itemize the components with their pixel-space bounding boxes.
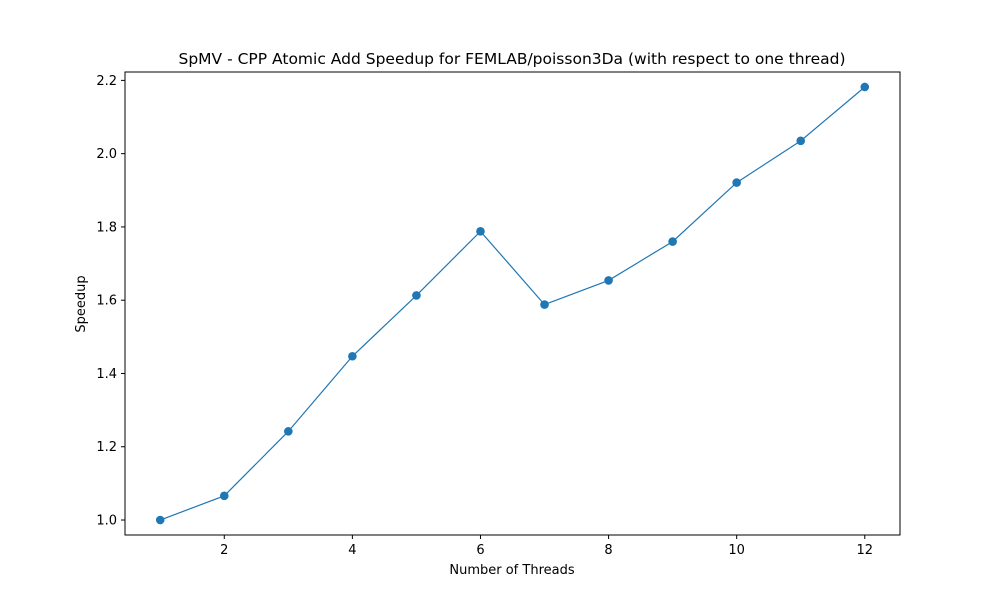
y-axis-ticks: 1.0 1.2 1.4 1.6 1.8 2.0 2.2 bbox=[96, 74, 125, 529]
data-point-0-6 bbox=[540, 300, 549, 309]
y-tick-label-3: 1.6 bbox=[96, 294, 117, 309]
data-point-0-11 bbox=[860, 82, 870, 92]
y-tick-label-4: 1.8 bbox=[96, 220, 117, 235]
y-axis-label: Speedup bbox=[74, 275, 89, 332]
data-point-0-3 bbox=[348, 351, 357, 361]
x-tick-label-2: 6 bbox=[476, 543, 484, 558]
series-layer bbox=[155, 82, 870, 525]
data-point-0-9 bbox=[732, 178, 741, 187]
x-tick-label-0: 2 bbox=[220, 543, 228, 558]
plot-area-frame bbox=[124, 71, 901, 536]
data-point-0-1 bbox=[219, 491, 229, 501]
y-tick-label-5: 2.0 bbox=[96, 147, 117, 162]
x-tick-label-1: 4 bbox=[348, 543, 356, 558]
data-point-0-4 bbox=[412, 291, 421, 300]
y-tick-label-1: 1.2 bbox=[96, 440, 117, 455]
x-tick-label-4: 10 bbox=[728, 543, 745, 558]
x-tick-label-5: 12 bbox=[856, 543, 873, 558]
y-tick-label-2: 1.4 bbox=[96, 367, 117, 382]
data-point-0-8 bbox=[668, 237, 677, 246]
data-point-0-7 bbox=[604, 276, 613, 285]
y-tick-label-6: 2.2 bbox=[96, 74, 117, 89]
x-axis-label: Number of Threads bbox=[449, 563, 574, 578]
data-point-0-2 bbox=[284, 427, 293, 436]
data-point-0-0 bbox=[155, 515, 165, 525]
data-point-0-10 bbox=[796, 136, 806, 146]
series-line-0 bbox=[160, 86, 866, 521]
x-axis-ticks: 2 4 6 8 10 12 bbox=[220, 535, 873, 558]
y-tick-label-0: 1.0 bbox=[96, 514, 117, 529]
chart-title: SpMV - CPP Atomic Add Speedup for FEMLAB… bbox=[179, 50, 846, 68]
data-point-0-5 bbox=[476, 227, 485, 236]
x-tick-label-3: 8 bbox=[604, 543, 612, 558]
